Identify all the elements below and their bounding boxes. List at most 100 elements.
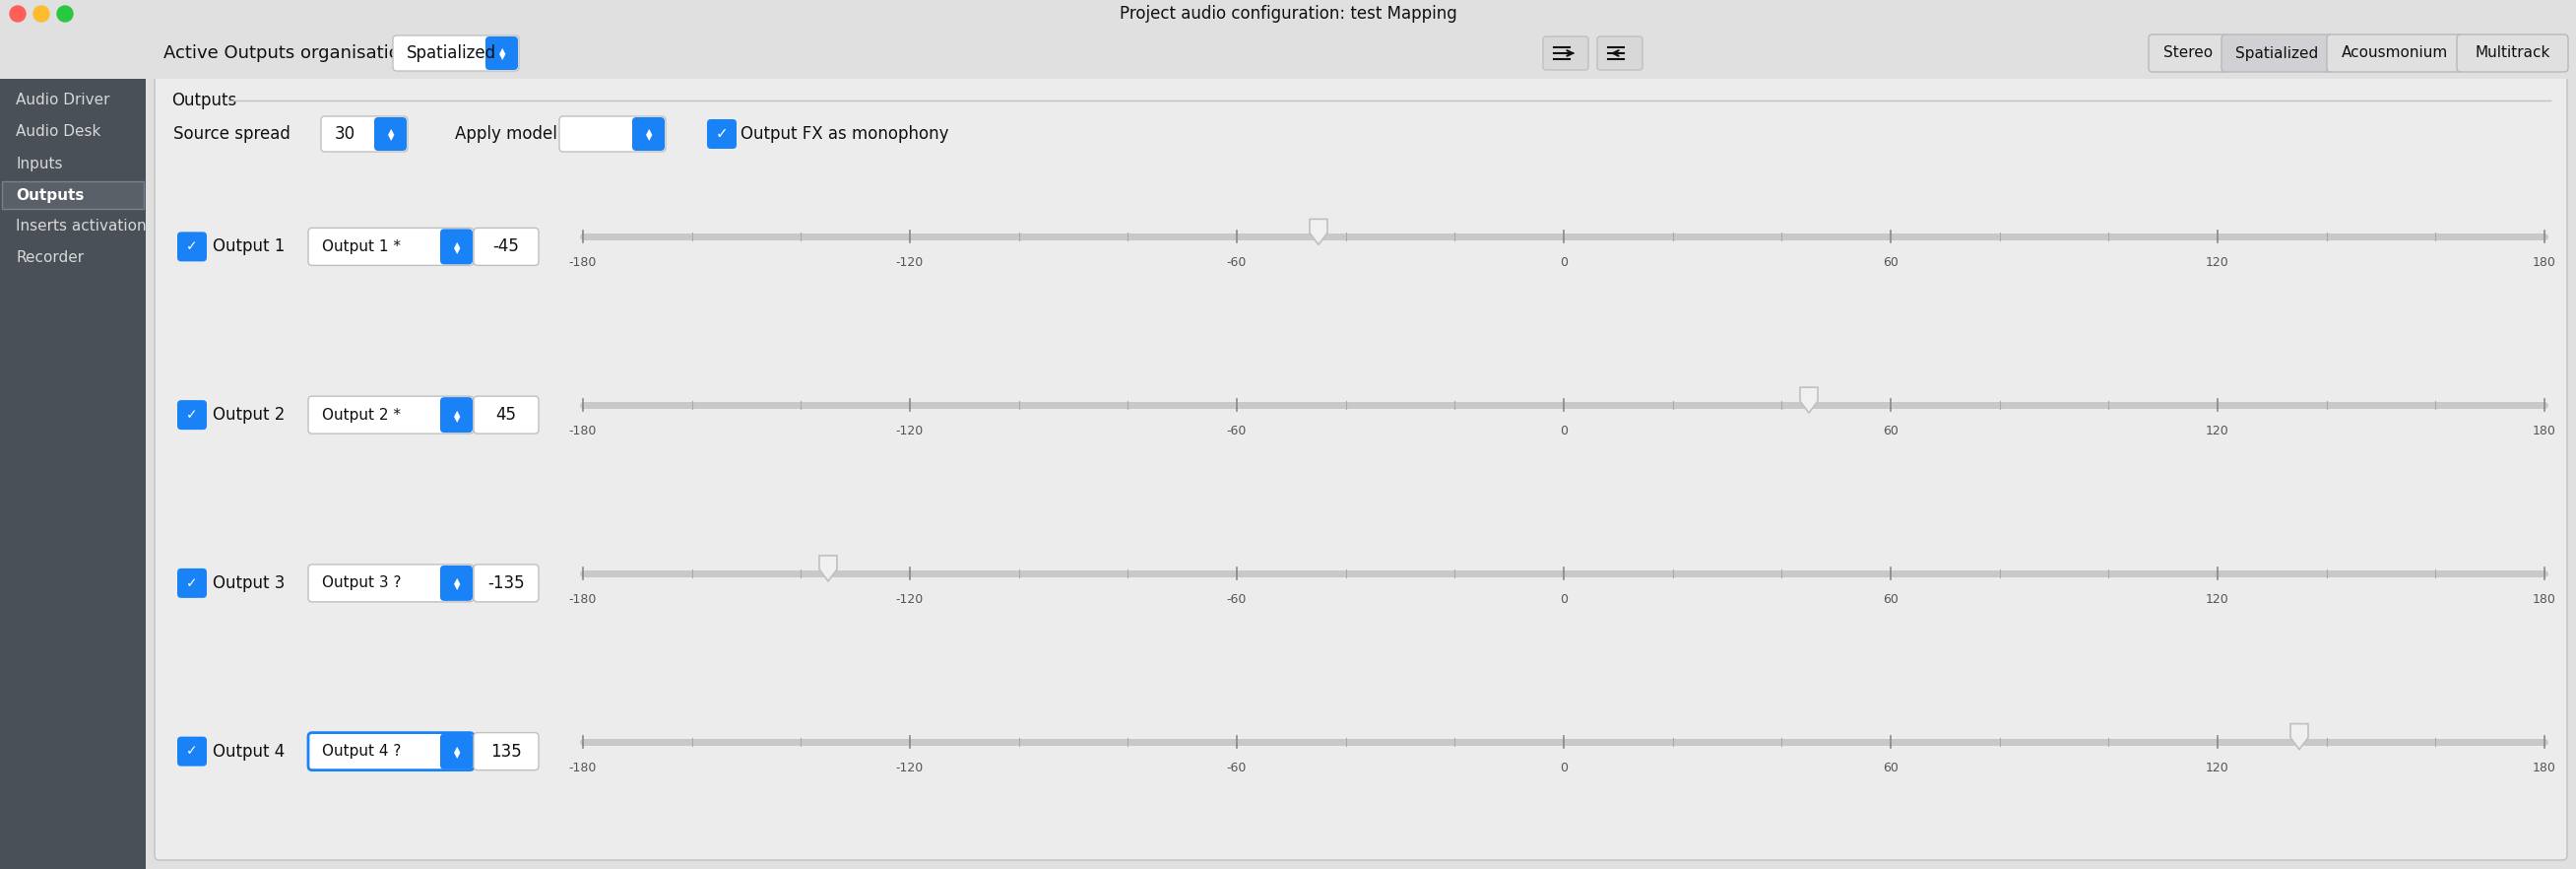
Bar <box>0 0 2576 28</box>
FancyBboxPatch shape <box>322 116 407 152</box>
Text: 30: 30 <box>335 125 355 143</box>
FancyBboxPatch shape <box>309 565 474 602</box>
Text: -135: -135 <box>487 574 526 592</box>
Text: -180: -180 <box>569 425 598 438</box>
Text: -60: -60 <box>1226 256 1247 269</box>
FancyBboxPatch shape <box>474 565 538 602</box>
Text: ▼: ▼ <box>389 134 394 143</box>
Text: Stereo: Stereo <box>2164 46 2213 61</box>
Text: Apply model: Apply model <box>456 125 556 143</box>
Bar <box>3 182 144 209</box>
FancyBboxPatch shape <box>474 396 538 434</box>
Text: 120: 120 <box>2205 425 2228 438</box>
FancyBboxPatch shape <box>631 117 665 150</box>
Text: ✓: ✓ <box>185 745 198 759</box>
Text: 0: 0 <box>1561 256 1569 269</box>
Text: Output 3: Output 3 <box>214 574 286 592</box>
FancyBboxPatch shape <box>559 116 665 152</box>
Bar <box>0 28 2576 79</box>
Text: ✓: ✓ <box>185 240 198 254</box>
Text: ▼: ▼ <box>500 53 505 62</box>
Text: -120: -120 <box>896 256 925 269</box>
Text: Acousmonium: Acousmonium <box>2342 46 2447 61</box>
Text: -60: -60 <box>1226 761 1247 774</box>
Text: 60: 60 <box>1883 761 1899 774</box>
FancyBboxPatch shape <box>440 229 471 264</box>
Text: Active Outputs organisation: Active Outputs organisation <box>162 44 410 62</box>
FancyBboxPatch shape <box>2458 35 2568 72</box>
Text: 0: 0 <box>1561 761 1569 774</box>
Text: ▲: ▲ <box>389 128 394 136</box>
Text: ▲: ▲ <box>453 577 461 586</box>
Text: 180: 180 <box>2532 425 2555 438</box>
Text: 180: 180 <box>2532 256 2555 269</box>
Text: Output 4 ?: Output 4 ? <box>322 744 402 759</box>
FancyBboxPatch shape <box>178 400 206 429</box>
FancyBboxPatch shape <box>155 74 2568 860</box>
Text: Inputs: Inputs <box>15 156 62 171</box>
FancyBboxPatch shape <box>374 117 407 150</box>
Text: ▼: ▼ <box>647 134 652 143</box>
Text: -180: -180 <box>569 593 598 606</box>
Bar <box>0 79 147 869</box>
Text: Output 1 *: Output 1 * <box>322 239 402 254</box>
FancyBboxPatch shape <box>474 228 538 265</box>
Text: Output 2 *: Output 2 * <box>322 408 402 422</box>
Text: ▲: ▲ <box>453 241 461 249</box>
Text: Output 2: Output 2 <box>214 406 286 424</box>
FancyBboxPatch shape <box>706 119 737 149</box>
Text: Audio Driver: Audio Driver <box>15 93 111 108</box>
FancyBboxPatch shape <box>1597 36 1643 70</box>
Text: -120: -120 <box>896 425 925 438</box>
Text: ▲: ▲ <box>453 745 461 753</box>
FancyBboxPatch shape <box>484 36 518 70</box>
FancyBboxPatch shape <box>2148 35 2228 72</box>
Text: 60: 60 <box>1883 256 1899 269</box>
Text: -45: -45 <box>492 238 520 255</box>
Text: 180: 180 <box>2532 761 2555 774</box>
Text: -180: -180 <box>569 256 598 269</box>
Text: 135: 135 <box>489 742 523 760</box>
Text: Output FX as monophony: Output FX as monophony <box>739 125 948 143</box>
Text: 180: 180 <box>2532 593 2555 606</box>
Text: ▲: ▲ <box>647 128 652 136</box>
FancyBboxPatch shape <box>309 733 474 770</box>
Polygon shape <box>819 555 837 581</box>
FancyBboxPatch shape <box>440 733 471 769</box>
FancyBboxPatch shape <box>309 396 474 434</box>
FancyBboxPatch shape <box>440 566 471 600</box>
Circle shape <box>57 6 72 22</box>
FancyBboxPatch shape <box>2326 35 2463 72</box>
Text: ▼: ▼ <box>453 582 461 592</box>
Text: Output 1: Output 1 <box>214 238 286 255</box>
FancyBboxPatch shape <box>1543 36 1589 70</box>
Text: ▲: ▲ <box>453 408 461 417</box>
Circle shape <box>10 6 26 22</box>
Text: 60: 60 <box>1883 593 1899 606</box>
Text: -60: -60 <box>1226 593 1247 606</box>
Text: Outputs: Outputs <box>173 91 237 109</box>
Text: Audio Desk: Audio Desk <box>15 124 100 139</box>
FancyBboxPatch shape <box>178 737 206 766</box>
Polygon shape <box>2290 724 2308 749</box>
Text: 0: 0 <box>1561 593 1569 606</box>
Text: 120: 120 <box>2205 256 2228 269</box>
Polygon shape <box>1309 219 1327 245</box>
Text: ✓: ✓ <box>716 127 729 142</box>
Text: -60: -60 <box>1226 425 1247 438</box>
Text: 60: 60 <box>1883 425 1899 438</box>
Circle shape <box>33 6 49 22</box>
Text: Source spread: Source spread <box>173 125 291 143</box>
Text: -180: -180 <box>569 761 598 774</box>
FancyBboxPatch shape <box>309 228 474 265</box>
Text: ▲: ▲ <box>500 47 505 56</box>
Polygon shape <box>1801 388 1819 413</box>
Text: Spatialized: Spatialized <box>407 44 497 62</box>
FancyBboxPatch shape <box>178 568 206 598</box>
Text: ▼: ▼ <box>453 246 461 255</box>
Text: Outputs: Outputs <box>15 188 85 202</box>
Text: 0: 0 <box>1561 425 1569 438</box>
FancyBboxPatch shape <box>440 397 471 433</box>
Text: ▼: ▼ <box>453 751 461 760</box>
Text: -120: -120 <box>896 593 925 606</box>
